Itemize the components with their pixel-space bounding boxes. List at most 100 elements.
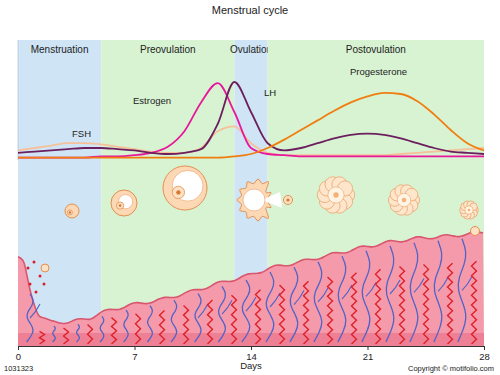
gland [171, 300, 177, 342]
gland [76, 324, 79, 342]
blood-drop [27, 267, 30, 270]
gland [53, 326, 56, 342]
blood-drop [33, 261, 36, 264]
gland [386, 246, 394, 342]
blood-drop [35, 291, 38, 294]
x-tick: 21 [363, 346, 374, 362]
gland [242, 280, 250, 342]
spiral-artery [184, 306, 189, 345]
gland [434, 241, 442, 342]
gland-branch [294, 291, 304, 305]
gland [124, 310, 129, 342]
x-tick-label: 21 [363, 351, 374, 362]
oocyte [116, 202, 123, 209]
follicle [111, 190, 137, 216]
follicle [163, 166, 207, 210]
follicle-wall [111, 190, 137, 216]
spiral-artery [304, 281, 309, 344]
gland [314, 262, 322, 342]
spiral-artery [64, 328, 69, 344]
spiral-artery [136, 314, 141, 344]
spiral-artery [328, 277, 333, 344]
gland [147, 306, 152, 342]
embryo [471, 227, 480, 236]
spiral-artery [448, 263, 453, 344]
antrum [243, 189, 265, 211]
blood-drop [39, 275, 42, 278]
x-tick: 0 [16, 346, 21, 362]
chart: Menstruation Preovulation Ovulation Postovu… [0, 0, 500, 375]
x-tick-mark [135, 346, 136, 350]
y-axis-line [18, 40, 19, 160]
illustrations [18, 166, 484, 346]
gland-branch [342, 285, 352, 299]
oocyte [67, 210, 72, 215]
plot [18, 82, 484, 158]
gland-branch [318, 288, 328, 302]
hormone-line [18, 83, 484, 157]
spiral-artery [376, 269, 381, 344]
gland-branch [222, 300, 232, 314]
spiral-artery [88, 324, 93, 344]
corpus-luteum [460, 201, 479, 219]
spiral-artery [112, 318, 117, 344]
spiral-artery [256, 290, 261, 344]
spiral-artery [232, 295, 237, 344]
phase-label: Ovulation [230, 44, 272, 55]
figure-id: 1031323 [4, 364, 33, 373]
hormone-line [18, 82, 484, 154]
spiral-artery [400, 266, 405, 344]
nucleus [119, 204, 122, 207]
gland [195, 294, 201, 342]
endometrium-surface [18, 232, 483, 324]
follicle-wall [65, 204, 79, 218]
gland-branch [30, 304, 40, 318]
luteal-center [402, 198, 407, 203]
gland-branch [246, 297, 256, 311]
x-tick-mark [18, 346, 19, 350]
luteal-core [465, 206, 473, 214]
blood-drop [43, 283, 46, 286]
copyright: Copyright © motifolio.com [408, 364, 494, 373]
gland [338, 256, 346, 342]
gland [458, 239, 466, 342]
follicle-wall [163, 166, 207, 210]
follicle [65, 204, 79, 218]
phase-label: Preovulation [140, 44, 196, 55]
gland [290, 267, 298, 342]
luteal-core [397, 193, 411, 207]
spiral-artery [472, 261, 477, 344]
nucleus [69, 211, 71, 213]
x-tick-label: 28 [479, 351, 490, 362]
phase-label: Menstruation [31, 44, 89, 55]
spiral-artery [280, 285, 285, 344]
egg-nucleus [286, 198, 289, 201]
spiral-artery [208, 300, 213, 344]
gland-branch [198, 304, 208, 318]
gland-branch [438, 277, 448, 291]
gland [362, 251, 370, 342]
luteal-core [328, 187, 344, 203]
series-label: FSH [72, 128, 91, 139]
corpus-luteum [317, 177, 354, 213]
spiral-artery [40, 331, 45, 344]
antrum [172, 170, 203, 201]
x-tick-mark [484, 346, 485, 350]
x-axis-title: Days [240, 360, 262, 371]
gland-branch [462, 276, 472, 290]
x-tick-label: 7 [132, 351, 137, 362]
phase-label: Postovulation [346, 44, 406, 55]
spiral-artery [424, 264, 429, 344]
spiral-artery [160, 311, 165, 344]
series-label: Estrogen [133, 95, 171, 106]
title: Menstrual cycle [212, 4, 288, 16]
gland [218, 286, 225, 342]
x-tick-mark [251, 346, 252, 350]
embryo [41, 264, 49, 272]
series-label: LH [264, 87, 276, 98]
nucleus [176, 190, 180, 194]
luteal-center [333, 192, 338, 197]
gland [100, 316, 104, 342]
blood-drop [29, 283, 32, 286]
corpus-luteum [388, 185, 419, 215]
